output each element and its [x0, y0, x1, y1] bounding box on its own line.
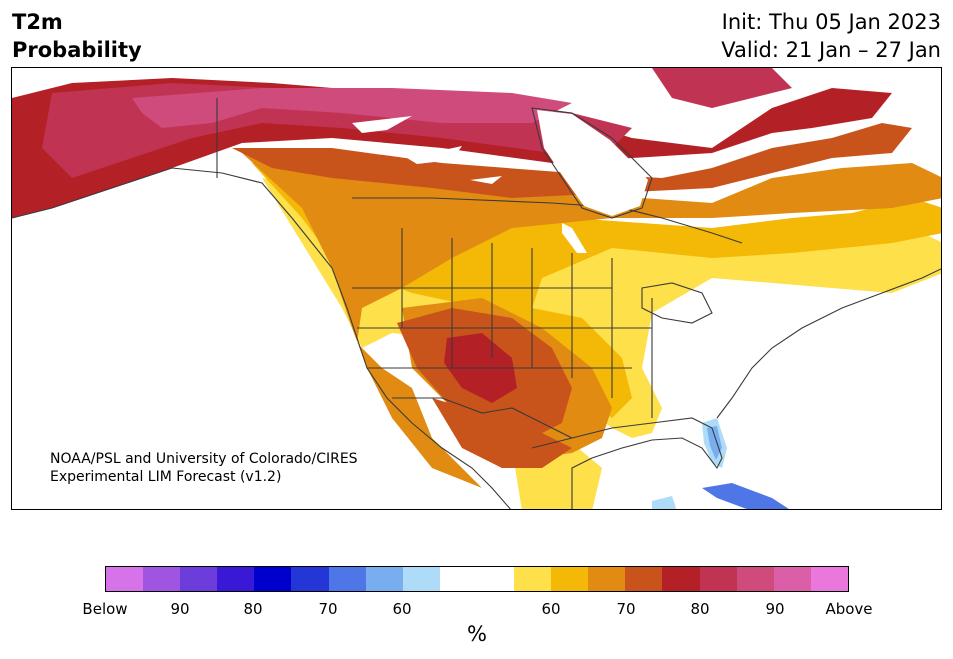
variable-label: T2m	[12, 10, 63, 34]
colorbar-label-cold-80: 80	[243, 600, 263, 618]
colorbar-label-below: Below	[82, 600, 128, 618]
forecast-dates: Init: Thu 05 Jan 2023 Valid: 21 Jan – 27…	[721, 8, 941, 64]
region-crimson-ne	[652, 68, 792, 108]
coastline-east	[716, 268, 941, 419]
credit-line-1: NOAA/PSL and University of Colorado/CIRE…	[50, 451, 358, 467]
colorbar-segment-11	[514, 567, 552, 591]
colorbar-segment-0	[106, 567, 144, 591]
colorbar-segment-14	[625, 567, 663, 591]
quantity-label: Probability	[12, 38, 142, 62]
credit-line-2: Experimental LIM Forecast (v1.2)	[50, 469, 282, 485]
colorbar-label-cold-70: 70	[318, 600, 338, 618]
colorbar-segment-5	[291, 567, 329, 591]
region-burnt	[232, 123, 912, 198]
lake-winnipeg	[562, 223, 587, 253]
great-bear-lake	[352, 116, 412, 133]
colorbar-segment-15	[662, 567, 700, 591]
region-light-blue-island	[652, 496, 677, 509]
probability-map: NOAA/PSL and University of Colorado/CIRE…	[11, 67, 942, 510]
colorbar-label-warm-80: 80	[690, 600, 710, 618]
coastline-west	[12, 167, 511, 509]
colorbar-segment-6	[328, 567, 366, 591]
map-svg	[12, 68, 941, 509]
colorbar-segment-3	[217, 567, 255, 591]
colorbar-segment-8	[402, 567, 440, 591]
init-date: Init: Thu 05 Jan 2023	[721, 10, 941, 34]
great-slave-lake	[407, 146, 462, 164]
region-rose	[132, 88, 572, 128]
colorbar-segment-2	[180, 567, 218, 591]
lake-athabasca	[470, 176, 502, 184]
colorbar-label-warm-60: 60	[541, 600, 561, 618]
colorbar-segment-9	[439, 567, 477, 591]
colorbar-segment-4	[254, 567, 292, 591]
probability-fill	[12, 68, 941, 509]
colorbar-segment-19	[810, 567, 848, 591]
great-lakes-outline	[641, 282, 713, 324]
colorbar-label-warm-70: 70	[616, 600, 636, 618]
hudson-bay-outline	[531, 107, 653, 219]
colorbar-segment-13	[588, 567, 626, 591]
region-orange	[242, 153, 941, 488]
probability-colorbar	[105, 566, 849, 592]
colorbar-label-warm-90: 90	[765, 600, 785, 618]
region-burnt-mexico	[432, 398, 572, 468]
hudson-bay-water	[537, 110, 648, 216]
region-blue-cuba	[702, 483, 789, 509]
map-title: T2m Probability	[12, 8, 142, 64]
colorbar-label-above: Above	[825, 600, 873, 618]
coastline-gulf	[531, 417, 723, 509]
colorbar-segment-10	[476, 567, 515, 591]
colorbar-segment-12	[551, 567, 589, 591]
inland-water	[352, 110, 648, 253]
colorbar-segment-17	[736, 567, 774, 591]
colorbar-unit: %	[467, 622, 487, 646]
colorbar-segment-18	[773, 567, 811, 591]
valid-range: Valid: 21 Jan – 27 Jan	[721, 38, 941, 62]
colorbar-segment-7	[365, 567, 403, 591]
boundaries	[12, 98, 941, 509]
region-mid-blue	[707, 426, 722, 460]
state-lines	[352, 228, 653, 418]
colorbar-label-cold-90: 90	[170, 600, 190, 618]
colorbar-segment-1	[143, 567, 181, 591]
colorbar-label-cold-60: 60	[392, 600, 412, 618]
colorbar-segment-16	[699, 567, 737, 591]
us-mexico-border	[392, 397, 573, 439]
credit-text: NOAA/PSL and University of Colorado/CIRE…	[50, 450, 358, 486]
